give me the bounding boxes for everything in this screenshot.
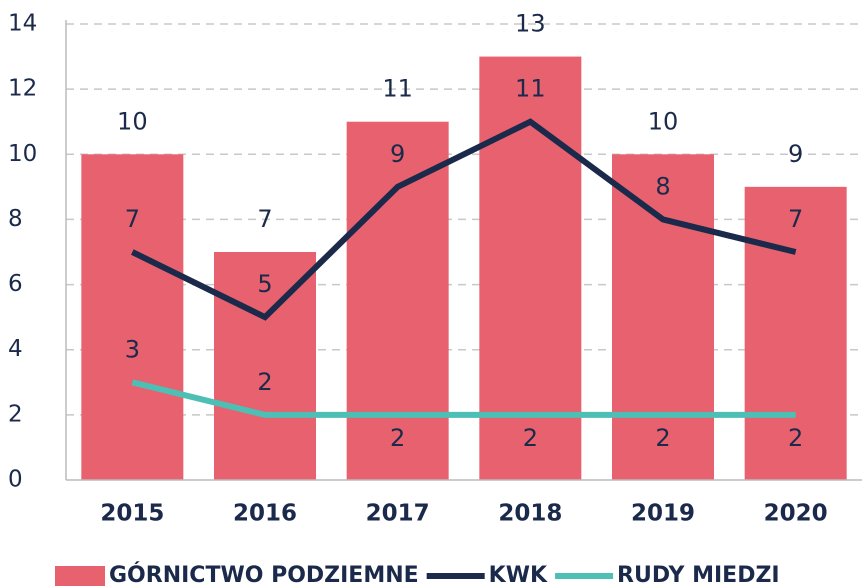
value-label: 11 bbox=[382, 75, 413, 103]
y-tick-label: 2 bbox=[8, 401, 23, 427]
value-label: 8 bbox=[655, 172, 670, 200]
value-label: 2 bbox=[523, 424, 538, 452]
bar bbox=[214, 252, 316, 480]
x-tick-label: 2018 bbox=[498, 501, 562, 527]
value-label: 3 bbox=[125, 335, 140, 363]
value-label: 2 bbox=[788, 424, 803, 452]
x-tick-label: 2019 bbox=[631, 501, 695, 527]
bar bbox=[479, 56, 582, 480]
value-label: 7 bbox=[788, 205, 803, 233]
legend-label: GÓRNICTWO PODZIEMNE bbox=[109, 562, 419, 587]
y-tick-label: 10 bbox=[8, 141, 37, 167]
value-label: 2 bbox=[390, 424, 405, 452]
line bbox=[131, 379, 796, 418]
line bbox=[131, 118, 797, 321]
y-tick-label: 12 bbox=[8, 76, 37, 102]
y-tick-label: 14 bbox=[8, 11, 37, 37]
value-label: 9 bbox=[390, 140, 405, 168]
x-tick-label: 2017 bbox=[366, 501, 430, 527]
y-tick-label: 8 bbox=[8, 206, 23, 232]
bar bbox=[744, 186, 847, 480]
bar bbox=[612, 154, 714, 481]
x-tick-label: 2016 bbox=[233, 501, 297, 527]
value-label: 10 bbox=[648, 107, 679, 135]
y-tick-label: 0 bbox=[8, 467, 23, 493]
value-label: 7 bbox=[257, 205, 272, 233]
y-tick-label: 4 bbox=[8, 336, 23, 362]
y-tick-label: 6 bbox=[8, 271, 23, 297]
value-label: 2 bbox=[655, 424, 670, 452]
bar bbox=[346, 121, 449, 480]
bar bbox=[81, 154, 184, 481]
legend-label: RUDY MIEDZI bbox=[617, 563, 780, 587]
value-label: 11 bbox=[515, 75, 546, 103]
value-label: 13 bbox=[515, 10, 546, 38]
value-label: 7 bbox=[125, 205, 140, 233]
x-tick-label: 2015 bbox=[100, 501, 164, 527]
value-label: 10 bbox=[117, 107, 148, 135]
legend-label: KWK bbox=[489, 563, 548, 587]
legend-swatch bbox=[55, 566, 105, 586]
value-label: 5 bbox=[257, 270, 272, 298]
x-tick-label: 2020 bbox=[764, 501, 828, 527]
value-label: 9 bbox=[788, 140, 803, 168]
value-label: 2 bbox=[257, 368, 272, 396]
